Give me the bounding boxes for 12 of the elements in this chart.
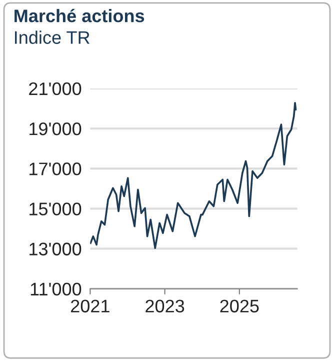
line-series	[90, 102, 297, 250]
y-tick-label: 17'000	[30, 162, 82, 176]
y-tick-label: 21'000	[29, 82, 82, 96]
y-tick-label: 13'000	[30, 242, 82, 256]
chart-subtitle: Indice TR	[15, 30, 90, 44]
chart-title: Marché actions	[14, 8, 144, 22]
x-tick-label: 2023	[146, 300, 184, 312]
x-tick-label: 2025	[220, 300, 259, 312]
y-tick-label: 19'000	[30, 122, 82, 136]
x-tick-label: 2021	[71, 300, 110, 312]
y-tick-label: 15'000	[30, 202, 82, 216]
y-tick-label: 11'000	[30, 282, 82, 296]
